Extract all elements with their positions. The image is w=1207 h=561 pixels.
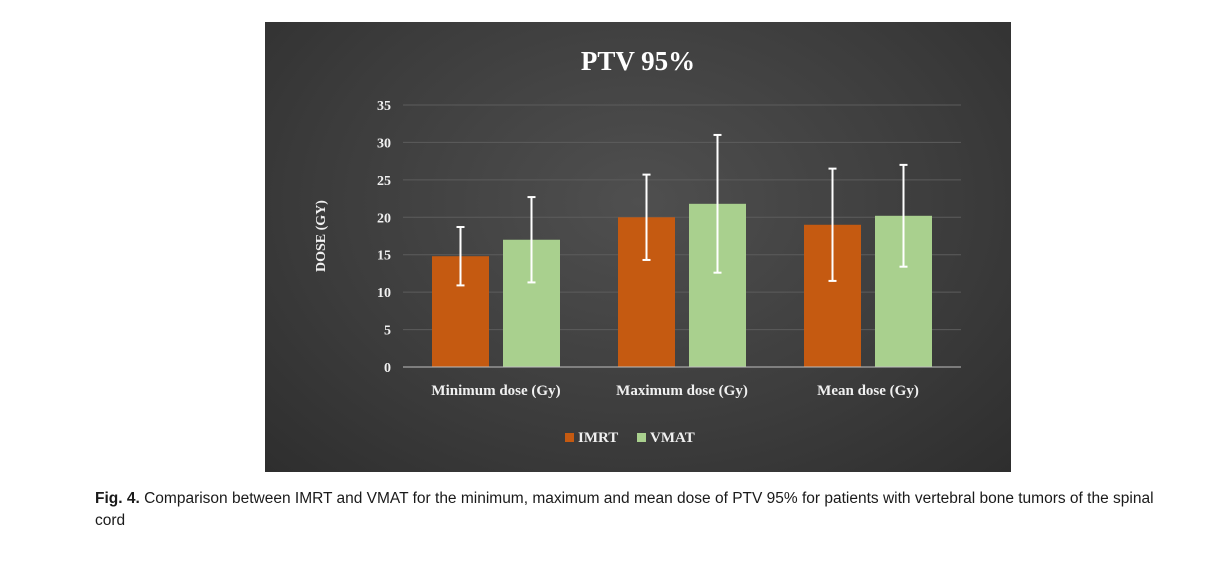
bars — [432, 203, 932, 367]
figure-caption: Fig. 4. Comparison between IMRT and VMAT… — [95, 488, 1175, 532]
x-tick-label: Maximum dose (Gy) — [616, 383, 748, 399]
y-tick-label: 5 — [384, 324, 391, 339]
legend-label-vmat: VMAT — [650, 430, 695, 446]
y-tick-label: 20 — [377, 211, 391, 226]
y-axis-label: DOSE (GY) — [314, 200, 329, 272]
caption-label: Fig. 4. — [95, 490, 140, 507]
y-tick-label: 25 — [377, 174, 391, 189]
x-axis-ticks: Minimum dose (Gy) Maximum dose (Gy) Mean d… — [431, 383, 918, 399]
chart-title: PTV 95% — [581, 46, 695, 76]
legend: IMRT VMAT — [565, 430, 695, 446]
x-tick-label: Mean dose (Gy) — [817, 383, 919, 399]
x-tick-label: Minimum dose (Gy) — [431, 383, 560, 399]
y-axis-ticks: 0 5 10 15 20 25 30 35 — [377, 99, 391, 376]
y-tick-label: 35 — [377, 99, 391, 114]
y-tick-label: 0 — [384, 361, 391, 376]
legend-swatch-vmat — [637, 433, 646, 442]
bar-chart: PTV 95% DOSE (GY) 0 5 10 15 20 25 30 35 Minimum… — [314, 46, 961, 446]
y-tick-label: 30 — [377, 136, 391, 151]
chart-panel: PTV 95% DOSE (GY) 0 5 10 15 20 25 30 35 Minimum… — [265, 22, 1011, 472]
y-tick-label: 15 — [377, 249, 391, 264]
y-tick-label: 10 — [377, 286, 391, 301]
error-bars — [456, 133, 908, 287]
legend-swatch-imrt — [565, 433, 574, 442]
legend-label-imrt: IMRT — [578, 430, 618, 446]
caption-text: Comparison between IMRT and VMAT for the… — [95, 490, 1154, 529]
gridlines — [403, 104, 961, 331]
